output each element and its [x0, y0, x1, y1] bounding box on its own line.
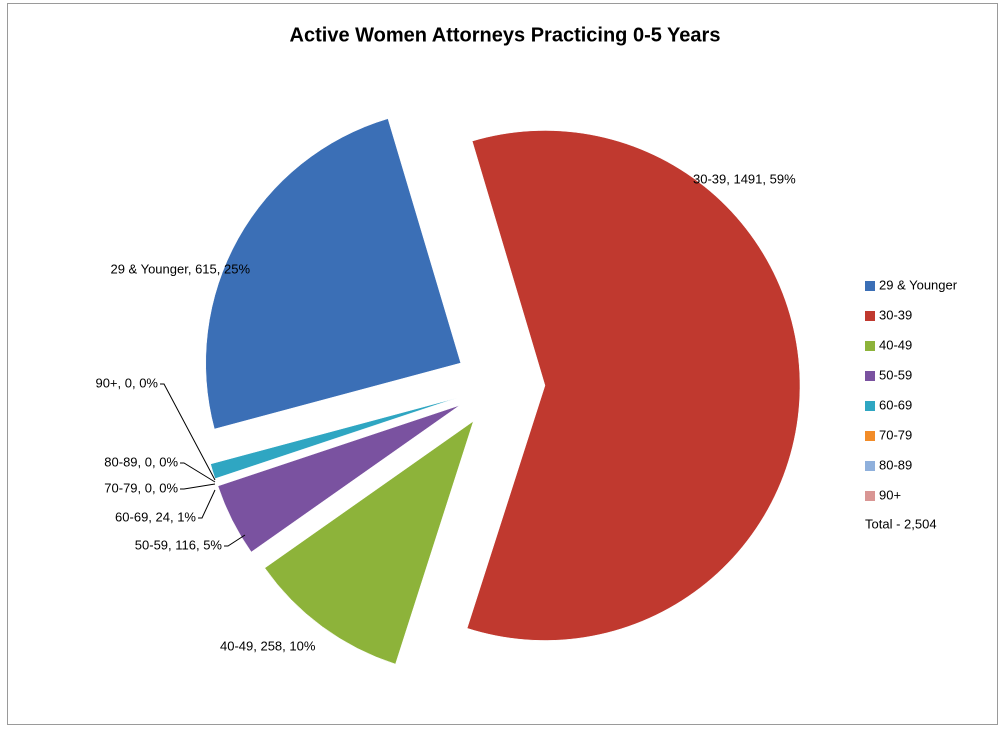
legend-label: 40-49	[879, 337, 912, 352]
data-label: 70-79, 0, 0%	[104, 480, 178, 495]
legend-label: 90+	[879, 487, 901, 502]
legend-swatch	[865, 311, 875, 321]
data-label: 60-69, 24, 1%	[115, 509, 196, 524]
chart-title: Active Women Attorneys Practicing 0-5 Ye…	[290, 24, 721, 46]
leader-line	[180, 462, 216, 483]
pie-slice	[466, 130, 801, 641]
legend-label: 50-59	[879, 367, 912, 382]
pie-slice	[217, 405, 460, 553]
legend-swatch	[865, 461, 875, 471]
data-label: 50-59, 116, 5%	[135, 537, 223, 552]
data-label: 29 & Younger, 615, 25%	[110, 261, 250, 276]
data-label: 40-49, 258, 10%	[220, 638, 316, 653]
legend-note: Total - 2,504	[865, 516, 937, 531]
data-label: 80-89, 0, 0%	[104, 454, 178, 469]
legend-swatch	[865, 491, 875, 501]
leader-line	[224, 534, 246, 547]
pie-slice	[205, 118, 462, 430]
legend-swatch	[865, 341, 875, 351]
legend-swatch	[865, 281, 875, 291]
legend-label: 60-69	[879, 397, 912, 412]
legend-label: 29 & Younger	[879, 277, 958, 292]
pie-slice	[264, 420, 474, 665]
pie-slice	[210, 397, 457, 479]
legend-label: 30-39	[879, 307, 912, 322]
leader-line	[198, 489, 216, 519]
legend-swatch	[865, 431, 875, 441]
leader-line	[160, 383, 216, 481]
leader-line	[180, 483, 216, 490]
legend-label: 80-89	[879, 457, 912, 472]
data-label: 30-39, 1491, 59%	[693, 171, 796, 186]
data-label: 90+, 0, 0%	[95, 375, 158, 390]
legend-swatch	[865, 401, 875, 411]
legend-label: 70-79	[879, 427, 912, 442]
legend-swatch	[865, 371, 875, 381]
